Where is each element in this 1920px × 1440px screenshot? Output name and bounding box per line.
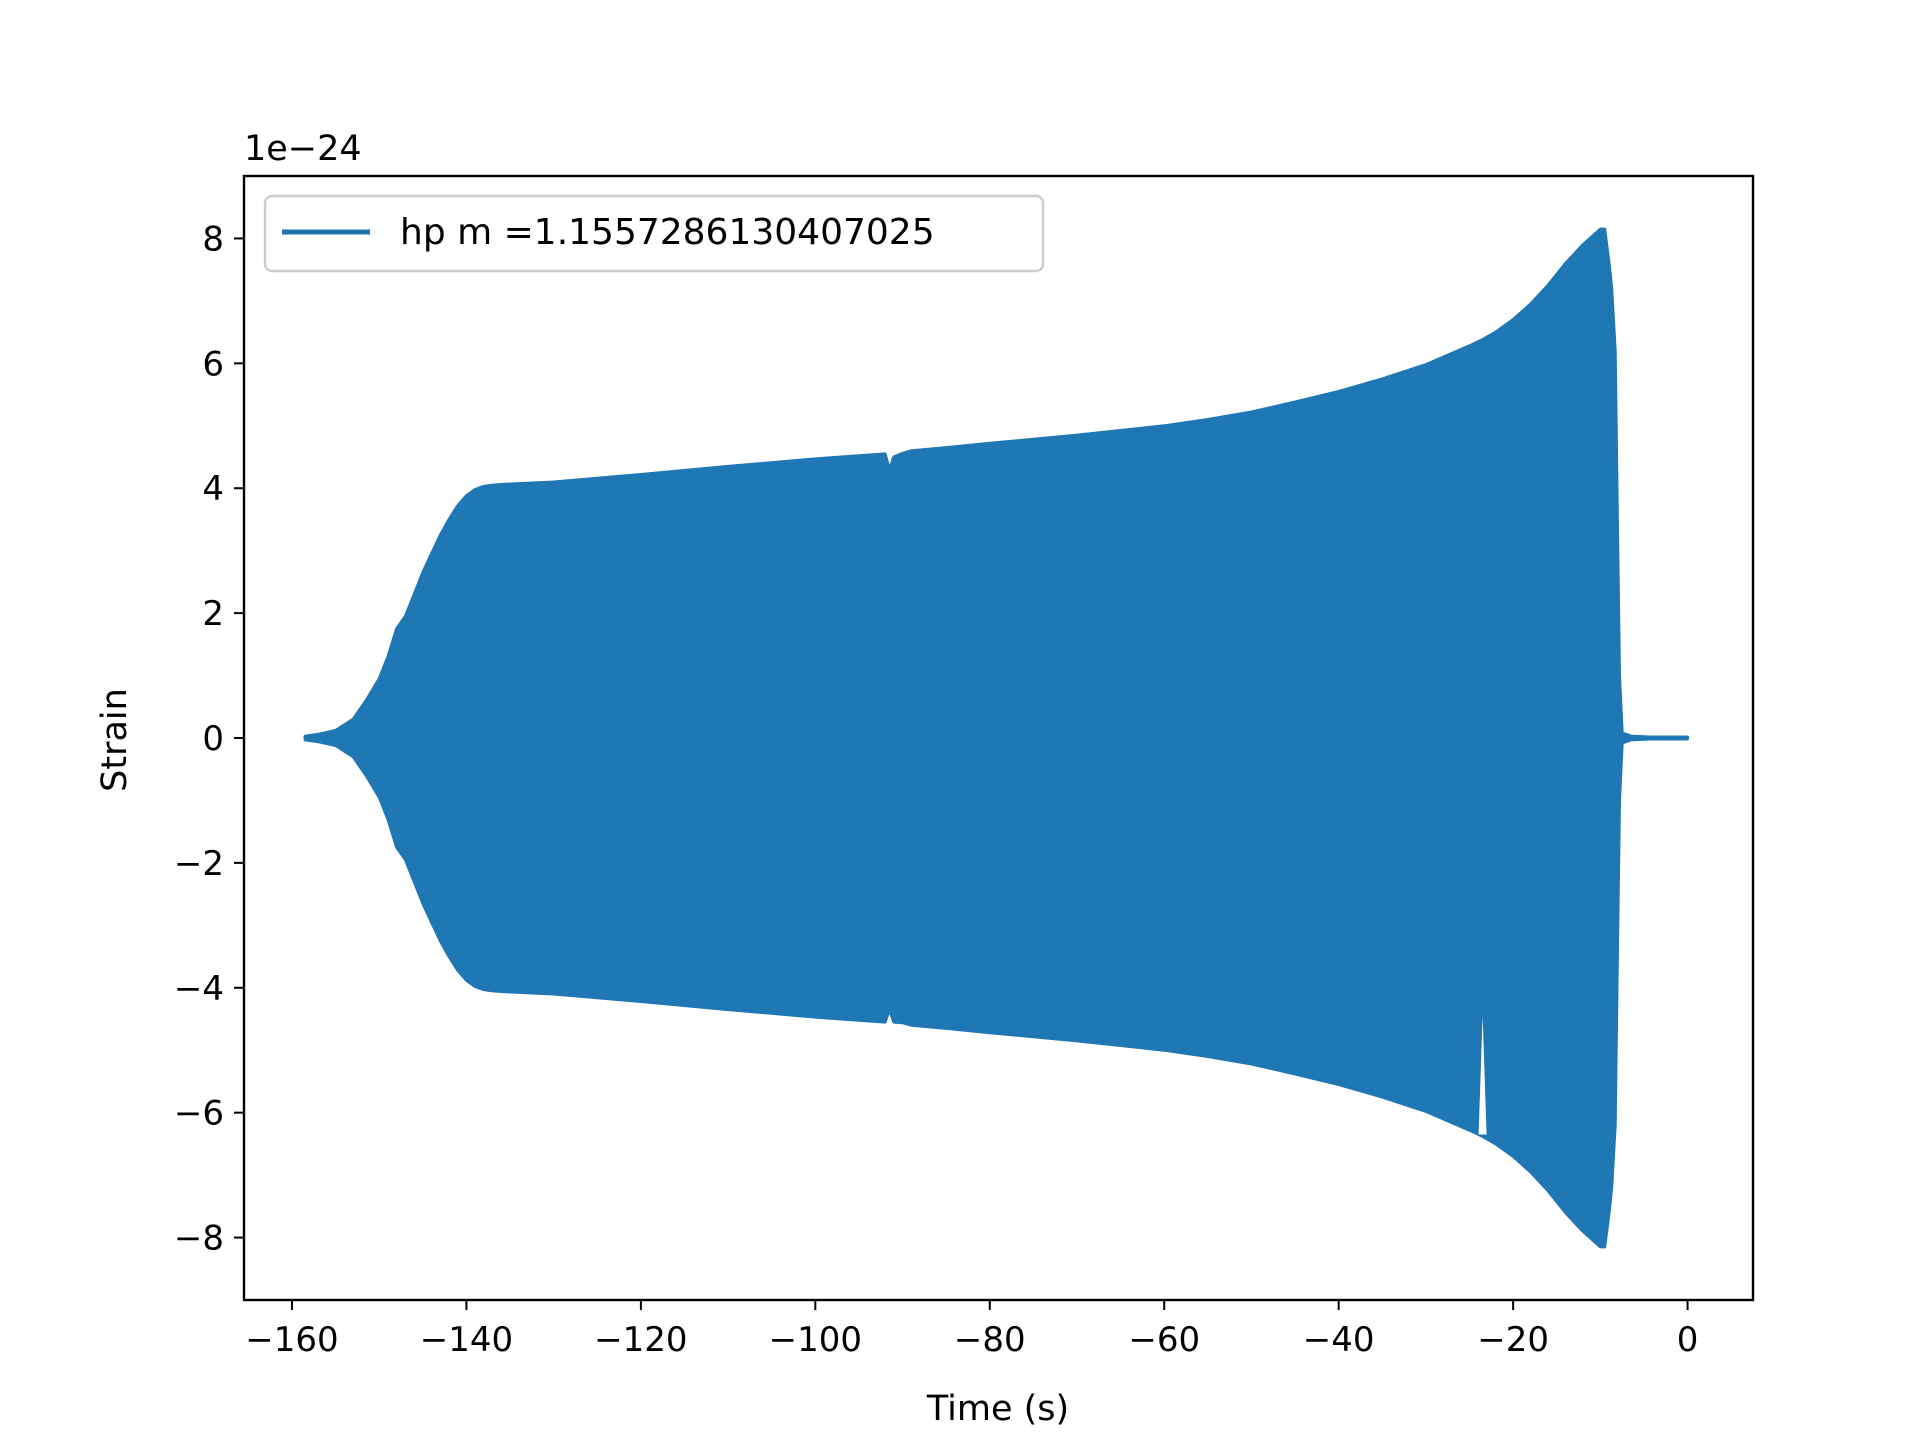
y-tick-label: 6 — [202, 344, 224, 384]
x-tick-label: −60 — [1128, 1320, 1200, 1360]
legend-label: hp m =1.1557286130407025 — [400, 212, 935, 253]
x-tick-label: 0 — [1677, 1320, 1699, 1360]
y-axis: 8 6 4 2 0 −2 −4 −6 −8 — [174, 219, 244, 1259]
x-tick-label: −120 — [594, 1320, 687, 1360]
x-tick-label: −100 — [769, 1320, 862, 1360]
plot-area — [303, 227, 1690, 1249]
y-tick-label: 4 — [202, 469, 224, 509]
x-tick-label: −80 — [954, 1320, 1026, 1360]
series-notch-0 — [1478, 1015, 1487, 1135]
y-tick-label: −6 — [174, 1094, 224, 1134]
y-tick-label: −4 — [174, 969, 224, 1009]
series-envelope — [303, 227, 1690, 1249]
x-tick-label: −160 — [245, 1320, 338, 1360]
x-tick-label: −140 — [420, 1320, 513, 1360]
x-axis: −160 −140 −120 −100 −80 −60 −40 −20 0 — [245, 1300, 1698, 1360]
x-tick-label: −20 — [1477, 1320, 1549, 1360]
x-axis-label: Time (s) — [926, 1389, 1069, 1429]
y-scale-offset-label: 1e−24 — [244, 129, 362, 169]
y-tick-label: −8 — [174, 1219, 224, 1259]
x-tick-label: −40 — [1303, 1320, 1375, 1360]
legend: hp m =1.1557286130407025 — [263, 194, 1045, 273]
y-tick-label: 8 — [202, 219, 224, 259]
legend-box — [263, 194, 1045, 273]
y-axis-label: Strain — [95, 688, 135, 792]
y-tick-label: 0 — [202, 719, 224, 759]
y-tick-label: 2 — [202, 594, 224, 634]
y-tick-label: −2 — [174, 844, 224, 884]
